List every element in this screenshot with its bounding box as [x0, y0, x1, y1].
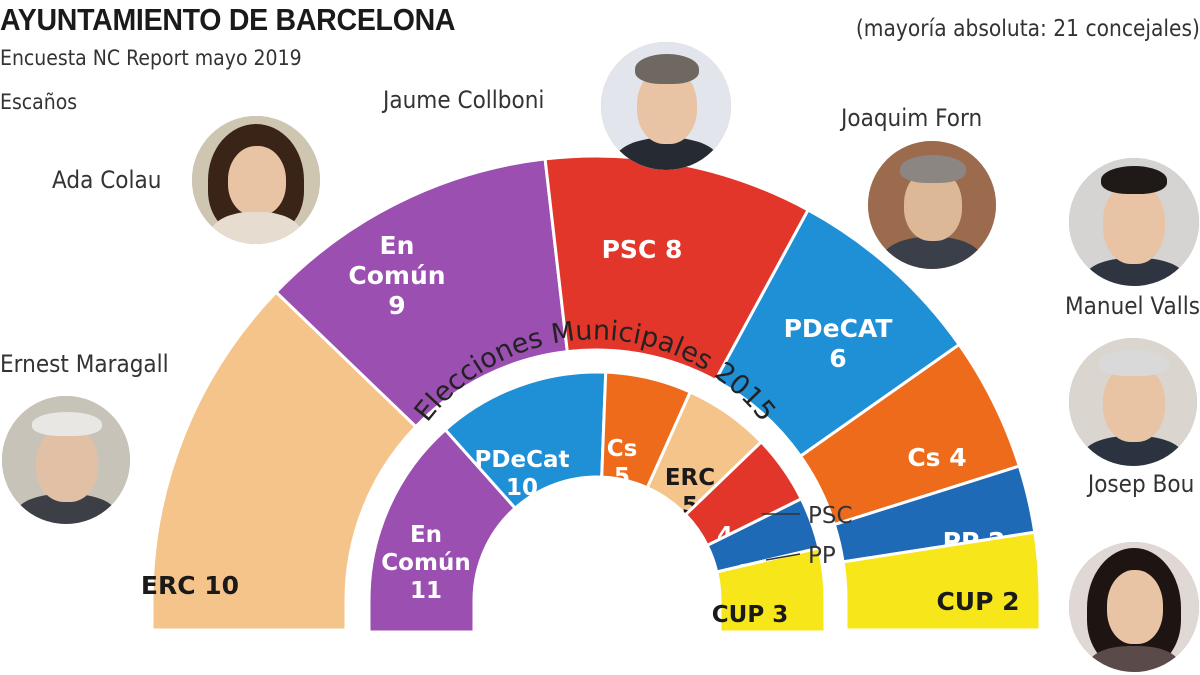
chart2-label-pdecat: PDeCat 10 [475, 447, 570, 501]
candidate-name-ernest-maragall: Ernest Maragall [0, 350, 169, 378]
chart2-callout-psc: PSC [808, 503, 853, 529]
ernest-maragall-photo [2, 396, 130, 524]
chart-subtitle: Encuesta NC Report mayo 2019 [0, 46, 302, 70]
candidate-name-joaquim-forn: Joaquim Forn [841, 104, 983, 132]
majority-note: (mayoría absoluta: 21 concejales) [855, 16, 1200, 42]
candidate-name-ada-colau: Ada Colau [52, 166, 162, 194]
chart1-segment-erc [150, 289, 418, 632]
jaume-collboni-photo [601, 42, 731, 170]
unit-label: Escaños [0, 90, 78, 114]
candidate-name-jaume-collboni: Jaume Collboni [383, 86, 545, 114]
page-title: AYUNTAMIENTO DE BARCELONA [0, 2, 456, 37]
chart2-callout-pp: PP [808, 543, 836, 569]
chart1-label-cup: CUP 2 [936, 587, 1019, 616]
chart2-label-en-comun: En Común 11 [381, 522, 470, 604]
chart1-label-en-comun: En Común 9 [348, 231, 445, 320]
chart2-label-cup: CUP 3 [712, 602, 788, 628]
chart1-label-cs: Cs 4 [907, 443, 966, 472]
manuel-valls-photo [1069, 158, 1199, 286]
chart1-label-pdecat: PDeCAT 6 [784, 314, 893, 373]
chart1-label-erc: ERC 10 [141, 571, 239, 600]
joaquim-forn-photo [868, 141, 996, 269]
josep-bou-photo [1069, 338, 1197, 466]
chart1-segment-cup [841, 530, 1042, 632]
chart2-callout-line-pp [765, 553, 801, 561]
candidate-name-manuel-valls: Manuel Valls [1065, 292, 1200, 320]
candidate-name-josep-bou: Josep Bou [1087, 470, 1194, 498]
chart2-label-cs: Cs 5 [607, 436, 638, 490]
cup-candidate-photo [1069, 542, 1199, 672]
ada-colau-photo [192, 116, 320, 244]
chart2-segment-cup [714, 546, 827, 634]
chart1-label-psc: PSC 8 [602, 235, 683, 264]
